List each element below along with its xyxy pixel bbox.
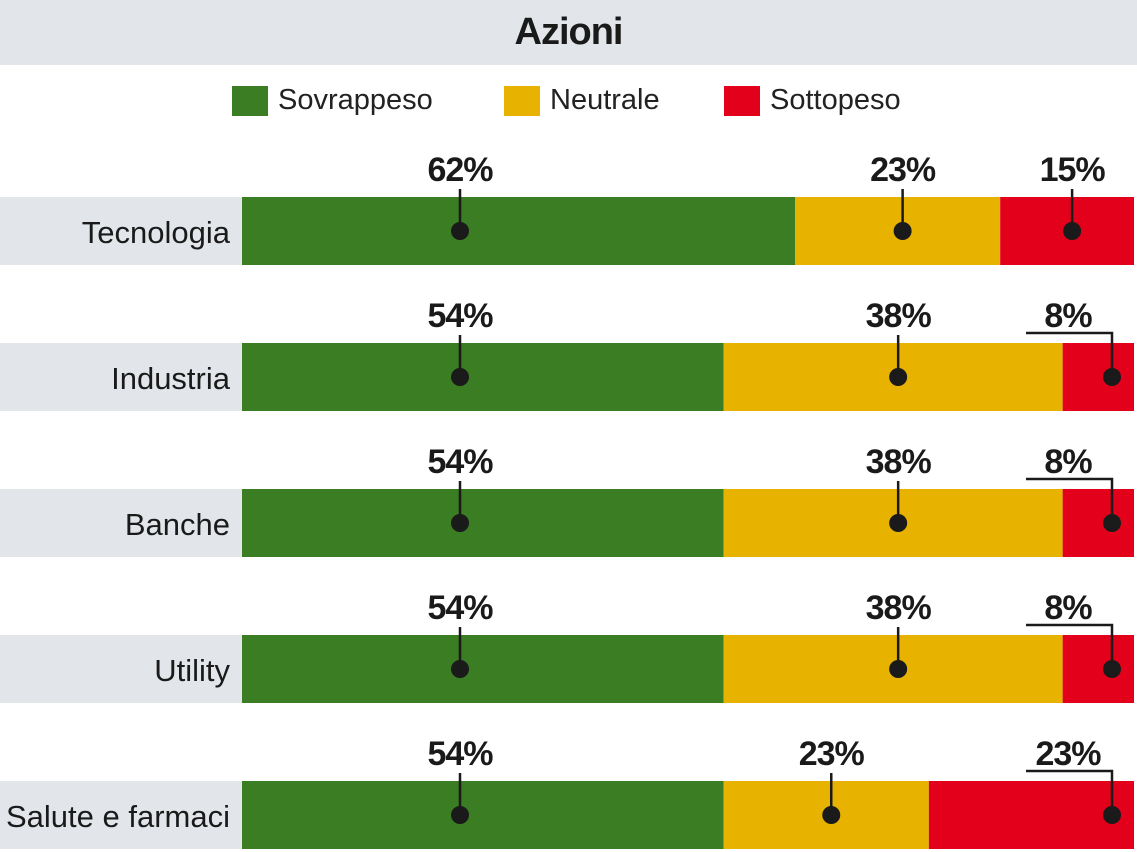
data-label: 23% bbox=[870, 151, 936, 189]
legend-item-neutrale: Neutrale bbox=[504, 84, 660, 117]
data-dot bbox=[889, 660, 908, 678]
data-label: 38% bbox=[866, 589, 932, 627]
data-dot bbox=[451, 222, 469, 240]
leader-line bbox=[1026, 623, 1114, 669]
data-dot bbox=[1103, 660, 1121, 678]
bar-sovrappeso bbox=[242, 781, 724, 849]
data-label: 8% bbox=[1044, 589, 1092, 627]
category-label-bg bbox=[0, 197, 242, 265]
legend-label: Sovrappeso bbox=[278, 84, 433, 116]
bar-sovrappeso bbox=[242, 343, 724, 411]
leader-line bbox=[1026, 477, 1114, 523]
leader-line bbox=[1026, 769, 1114, 815]
legend-swatch bbox=[724, 85, 760, 116]
category-label: Salute e farmaci bbox=[6, 799, 230, 834]
legend-swatch bbox=[232, 85, 268, 116]
data-dot bbox=[451, 368, 469, 386]
data-label: 38% bbox=[866, 443, 932, 481]
bar-sovrappeso bbox=[242, 197, 796, 265]
category-label-bg bbox=[0, 781, 242, 849]
legend-item-sovrappeso: Sovrappeso bbox=[232, 84, 433, 117]
bar-sovrappeso bbox=[242, 635, 724, 703]
legend-label: Neutrale bbox=[550, 84, 660, 116]
category-label-bg bbox=[0, 635, 242, 703]
data-label: 54% bbox=[427, 297, 493, 335]
data-label: 8% bbox=[1044, 443, 1092, 481]
category-label-bg bbox=[0, 489, 242, 557]
title-bar: Azioni bbox=[0, 0, 1137, 65]
legend-label: Sottopeso bbox=[770, 84, 901, 116]
bar-sottopeso bbox=[1062, 489, 1134, 557]
bar-sottopeso bbox=[928, 781, 1134, 849]
data-dot bbox=[822, 806, 841, 824]
category-label: Utility bbox=[154, 653, 230, 688]
data-dot bbox=[451, 514, 469, 532]
leader-line bbox=[1026, 331, 1114, 377]
legend: Sovrappeso Neutrale Sottopeso bbox=[0, 84, 1137, 124]
data-dot bbox=[1103, 806, 1121, 824]
data-label: 62% bbox=[427, 151, 493, 189]
data-dot bbox=[889, 514, 908, 532]
bar-sottopeso bbox=[1062, 635, 1134, 703]
data-label: 54% bbox=[427, 589, 493, 627]
category-label: Industria bbox=[111, 361, 231, 396]
data-label: 23% bbox=[799, 735, 865, 773]
data-dot bbox=[1103, 368, 1121, 386]
category-label-bg bbox=[0, 343, 242, 411]
data-label: 38% bbox=[866, 297, 932, 335]
data-label: 54% bbox=[427, 735, 493, 773]
legend-item-sottopeso: Sottopeso bbox=[724, 84, 901, 117]
category-label: Tecnologia bbox=[82, 215, 231, 250]
category-label: Banche bbox=[125, 507, 230, 542]
data-label: 54% bbox=[427, 443, 493, 481]
data-label: 15% bbox=[1040, 151, 1106, 189]
data-dot bbox=[893, 222, 912, 240]
data-dot bbox=[451, 660, 469, 678]
data-dot bbox=[1063, 222, 1082, 240]
data-label: 8% bbox=[1044, 297, 1092, 335]
legend-swatch bbox=[504, 85, 540, 116]
data-dot bbox=[889, 368, 908, 386]
data-dot bbox=[1103, 514, 1121, 532]
data-dot bbox=[451, 806, 469, 824]
bar-sottopeso bbox=[1062, 343, 1134, 411]
data-label: 23% bbox=[1035, 735, 1101, 773]
bar-sovrappeso bbox=[242, 489, 724, 557]
chart-title: Azioni bbox=[514, 11, 624, 53]
